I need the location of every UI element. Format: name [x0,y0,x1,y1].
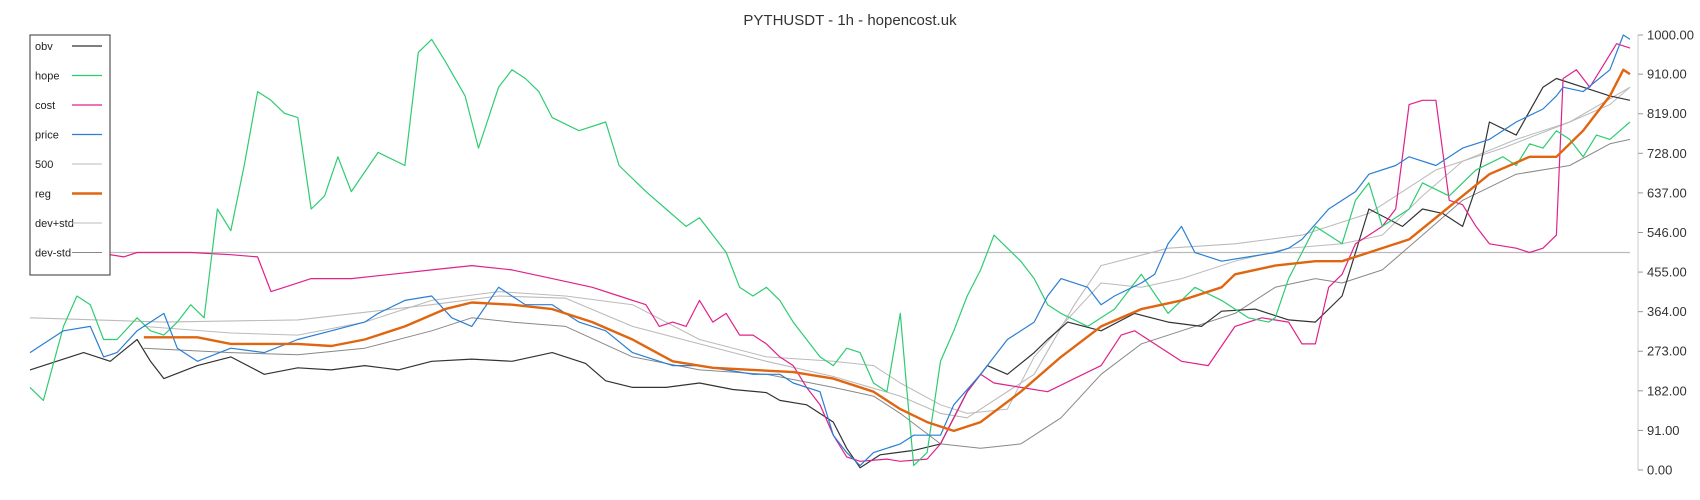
chart-title: PYTHUSDT - 1h - hopencost.uk [743,12,957,29]
y-tick-label: 273.00 [1647,344,1687,359]
series-line-hope [29,38,1631,467]
y-tick-label: 546.00 [1647,225,1687,240]
y-tick-label: 1000.00 [1647,28,1694,43]
legend-label: hope [35,71,59,83]
legend-label: obv [35,41,53,53]
legend-label: 500 [35,159,53,171]
legend-label: dev+std [35,218,74,230]
series-line-dev-std [143,86,1631,414]
series-line-reg [143,68,1631,433]
series-line-dev-std [143,138,1631,449]
y-tick-label: 0.00 [1647,463,1672,478]
legend-label: cost [35,100,55,112]
legend-label: dev-std [35,248,71,260]
y-tick-label: 91.00 [1647,423,1680,438]
y-tick-label: 455.00 [1647,265,1687,280]
series-line-price [29,34,1631,467]
y-tick-label: 910.00 [1647,67,1687,82]
y-tick-label: 637.00 [1647,185,1687,200]
y-tick-label: 182.00 [1647,383,1687,398]
legend-label: reg [35,189,51,201]
series-line-obv [29,77,1631,469]
y-tick-label: 728.00 [1647,146,1687,161]
series-line-500 [29,86,1631,419]
series-line-cost [29,43,1631,462]
y-tick-label: 819.00 [1647,106,1687,121]
y-tick-label: 364.00 [1647,304,1687,319]
legend-label: price [35,130,59,142]
